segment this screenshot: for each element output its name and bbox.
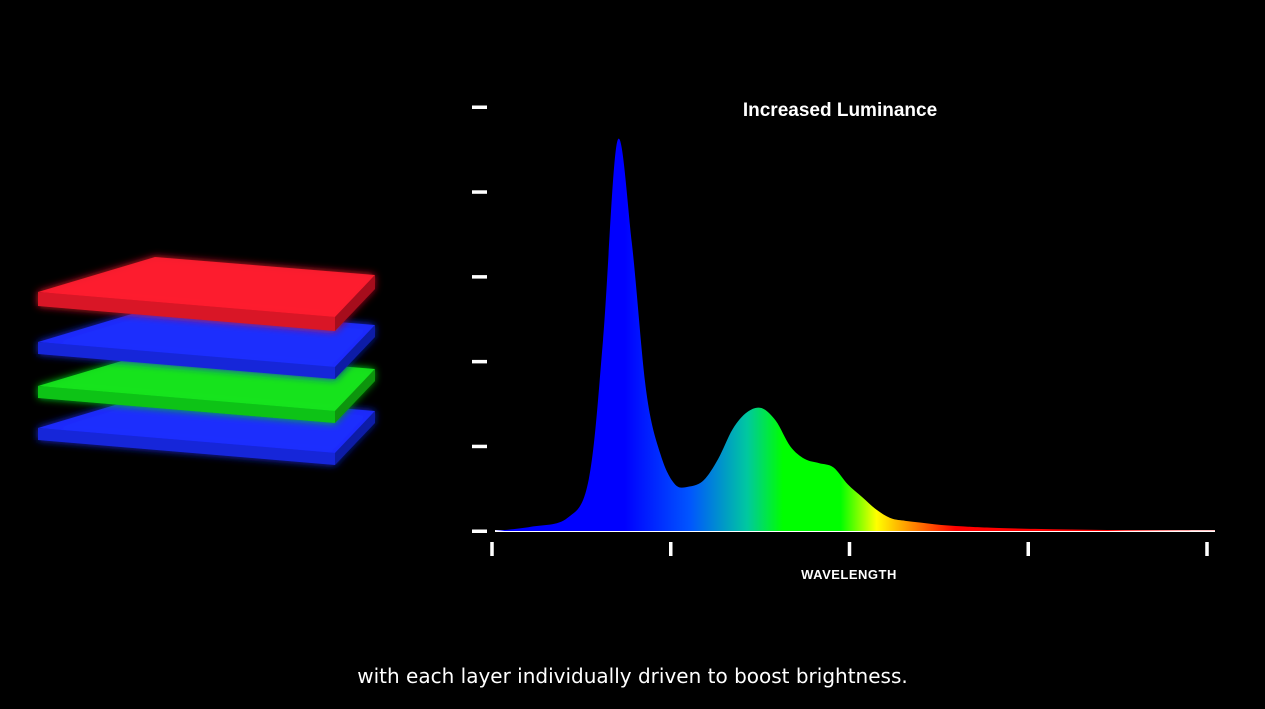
y-axis-ticks xyxy=(472,105,487,533)
x-axis-label: WAVELENGTH xyxy=(801,567,897,582)
rgb-layer-stack xyxy=(38,257,375,465)
y-tick xyxy=(472,190,487,194)
x-tick xyxy=(1026,542,1030,556)
color-layer-1 xyxy=(38,257,375,331)
y-tick xyxy=(472,359,487,364)
x-tick xyxy=(669,542,673,556)
y-tick xyxy=(472,529,487,533)
y-tick xyxy=(472,275,487,279)
y-tick xyxy=(472,105,487,109)
x-axis-ticks xyxy=(490,542,1209,556)
x-tick xyxy=(1205,542,1209,556)
caption-subtitle: with each layer individually driven to b… xyxy=(357,664,908,688)
chart-title: Increased Luminance xyxy=(743,100,937,121)
spectrum-area xyxy=(495,138,1215,532)
y-tick xyxy=(472,444,487,449)
x-tick xyxy=(490,542,494,556)
x-tick xyxy=(847,542,852,556)
